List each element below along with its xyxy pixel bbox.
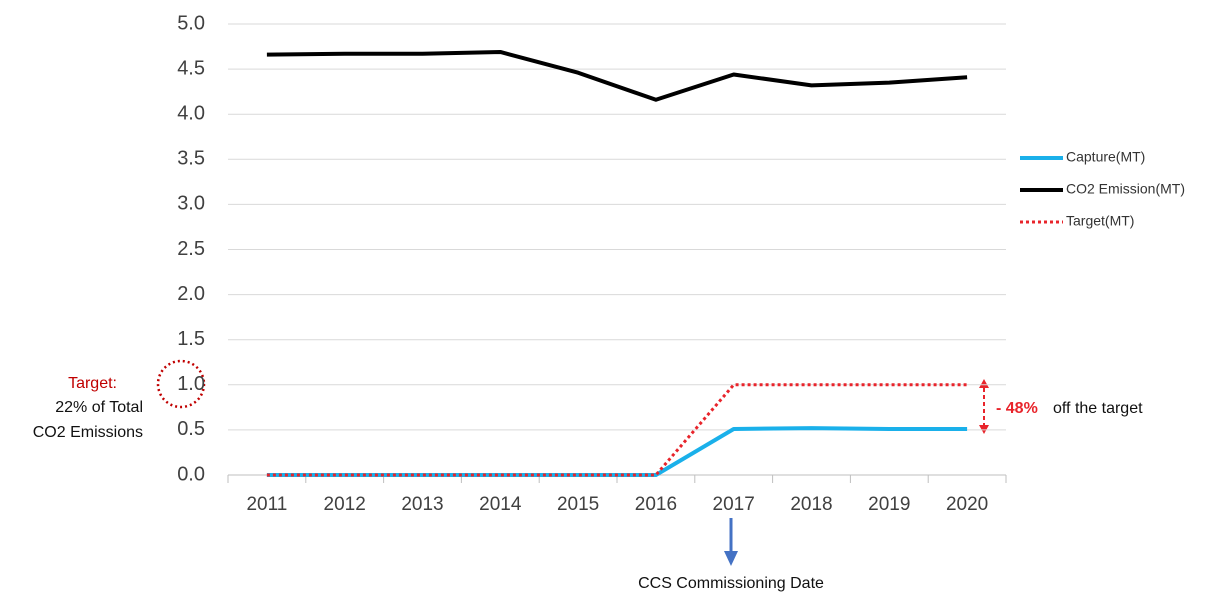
y-tick-label: 3.0	[177, 193, 205, 215]
x-tick-label: 2011	[246, 494, 287, 515]
gap-text: off the target	[1053, 400, 1143, 417]
legend-label: Capture(MT)	[1066, 149, 1145, 165]
x-tick-label: 2016	[635, 494, 677, 515]
commissioning-label: CCS Commissioning Date	[638, 575, 824, 592]
gap-value: - 48%	[996, 400, 1038, 417]
y-tick-label: 4.5	[177, 57, 205, 79]
target-annotation-line: CO2 Emissions	[33, 424, 143, 441]
y-tick-label: 2.0	[177, 283, 205, 305]
legend-label: Target(MT)	[1066, 213, 1134, 229]
y-tick-label: 0.5	[177, 418, 205, 440]
x-tick-label: 2019	[868, 494, 910, 515]
x-tick-label: 2012	[324, 494, 366, 515]
gap-arrow	[979, 379, 989, 434]
target-annotation-line: 22% of Total	[55, 399, 143, 416]
target-annotation-title: Target:	[68, 375, 117, 392]
legend-label: CO2 Emission(MT)	[1066, 181, 1185, 197]
line-series	[266, 49, 968, 102]
x-tick-label: 2017	[713, 494, 755, 515]
x-tick-label: 2015	[557, 494, 599, 515]
y-tick-label: 1.0	[177, 373, 205, 395]
y-tick-label: 3.5	[177, 148, 205, 170]
line-series	[266, 426, 968, 477]
x-tick-label: 2018	[790, 494, 832, 515]
y-tick-label: 4.0	[177, 102, 205, 124]
y-tick-label: 2.5	[177, 238, 205, 260]
x-tick-label: 2014	[479, 494, 522, 515]
y-tick-label: 1.5	[177, 328, 205, 350]
y-tick-label: 0.0	[177, 463, 205, 485]
line-series	[266, 383, 968, 477]
x-tick-label: 2020	[946, 494, 988, 515]
commissioning-arrow	[724, 518, 738, 566]
y-tick-label: 5.0	[177, 12, 205, 34]
x-tick-label: 2013	[401, 494, 443, 515]
highlight-circle	[156, 359, 206, 409]
